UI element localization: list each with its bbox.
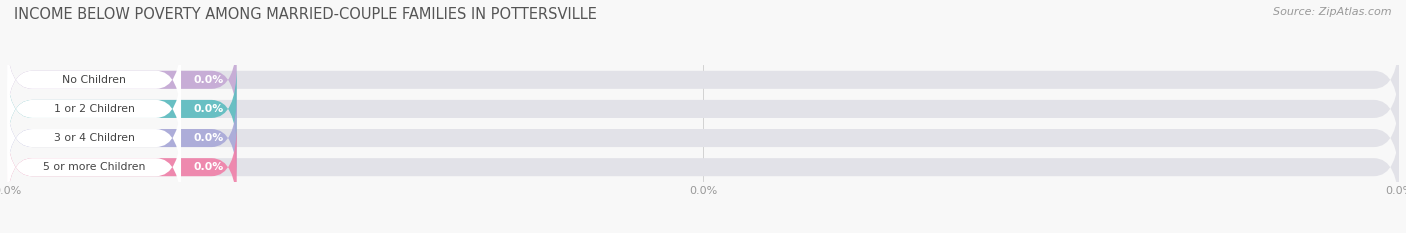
- FancyBboxPatch shape: [7, 124, 236, 211]
- Text: 0.0%: 0.0%: [194, 75, 224, 85]
- FancyBboxPatch shape: [7, 95, 181, 182]
- FancyBboxPatch shape: [7, 65, 236, 152]
- Text: 1 or 2 Children: 1 or 2 Children: [53, 104, 135, 114]
- FancyBboxPatch shape: [7, 124, 1399, 211]
- FancyBboxPatch shape: [7, 95, 1399, 182]
- FancyBboxPatch shape: [7, 36, 236, 123]
- Text: 3 or 4 Children: 3 or 4 Children: [53, 133, 135, 143]
- Text: Source: ZipAtlas.com: Source: ZipAtlas.com: [1274, 7, 1392, 17]
- FancyBboxPatch shape: [7, 36, 181, 123]
- FancyBboxPatch shape: [7, 124, 181, 211]
- Text: INCOME BELOW POVERTY AMONG MARRIED-COUPLE FAMILIES IN POTTERSVILLE: INCOME BELOW POVERTY AMONG MARRIED-COUPL…: [14, 7, 598, 22]
- Text: 0.0%: 0.0%: [194, 133, 224, 143]
- FancyBboxPatch shape: [7, 65, 181, 152]
- Text: 0.0%: 0.0%: [194, 104, 224, 114]
- Text: 0.0%: 0.0%: [194, 162, 224, 172]
- Text: 5 or more Children: 5 or more Children: [42, 162, 145, 172]
- FancyBboxPatch shape: [7, 36, 1399, 123]
- Text: No Children: No Children: [62, 75, 127, 85]
- FancyBboxPatch shape: [7, 95, 236, 182]
- FancyBboxPatch shape: [7, 65, 1399, 152]
